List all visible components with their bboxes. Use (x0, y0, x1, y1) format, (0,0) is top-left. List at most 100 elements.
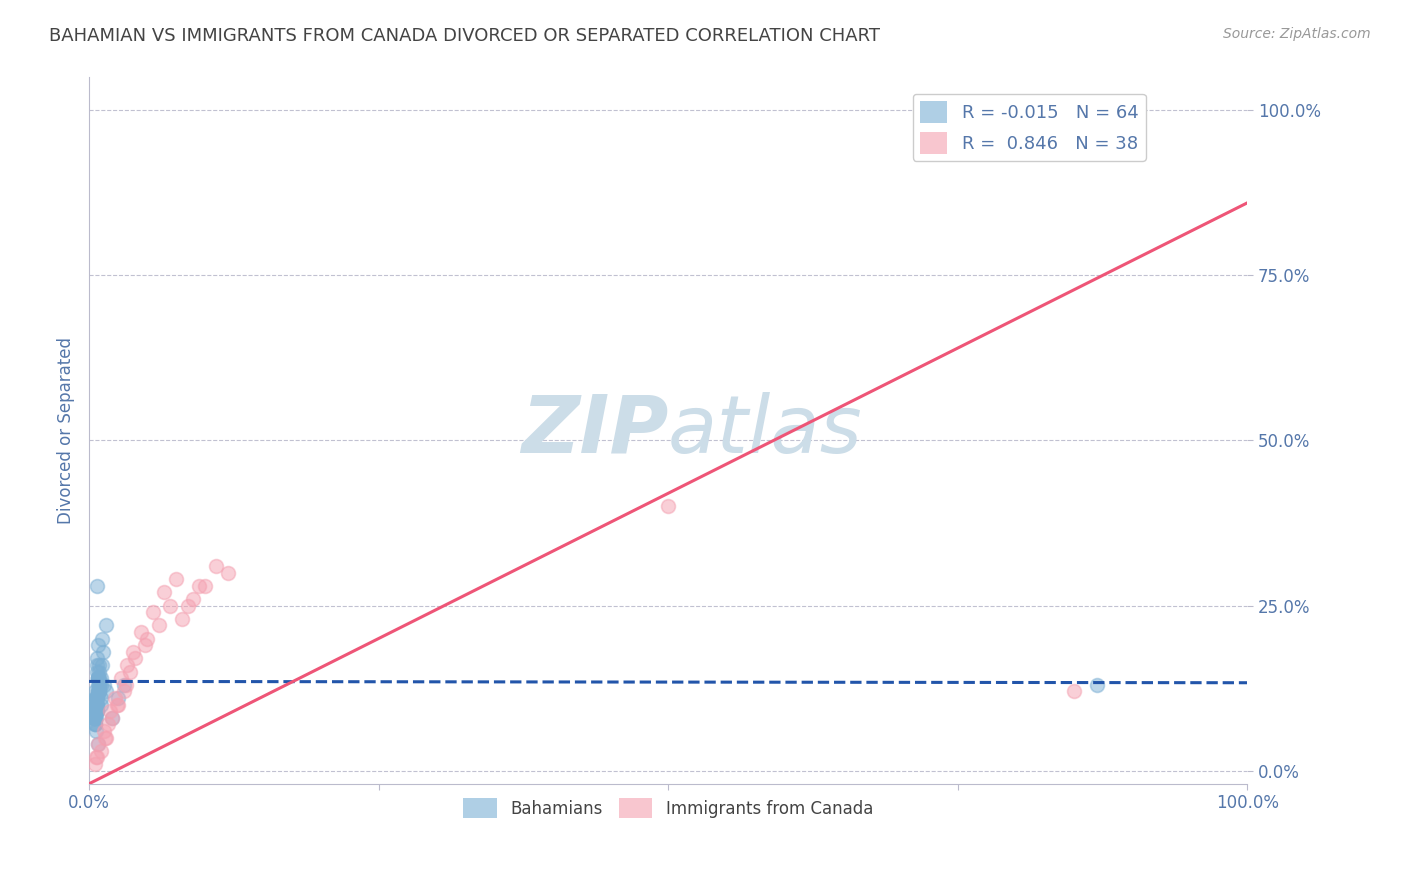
Point (122, 645, 145, 659)
Point (83, 717, 105, 731)
Point (188, 579, 211, 593)
Point (90, 744, 112, 758)
Point (98, 704, 121, 718)
Point (87, 671, 110, 685)
Point (101, 711, 124, 725)
Point (96, 618, 118, 632)
Point (90, 690, 112, 705)
Point (84, 698, 107, 712)
Point (176, 599, 198, 613)
Point (142, 605, 165, 619)
Point (170, 612, 193, 626)
Point (89, 684, 111, 698)
Legend: Bahamians, Immigrants from Canada: Bahamians, Immigrants from Canada (457, 791, 880, 825)
Point (90, 657, 112, 672)
Point (96, 731, 118, 745)
Point (97, 717, 120, 731)
Point (93, 678, 115, 692)
Point (90, 698, 112, 712)
Point (117, 657, 139, 672)
Point (86, 657, 108, 672)
Point (112, 684, 135, 698)
Point (86, 704, 108, 718)
Point (86, 690, 108, 705)
Point (87, 684, 110, 698)
Point (83, 704, 105, 718)
Point (1063, 684, 1085, 698)
Point (84, 704, 107, 718)
Point (89, 678, 111, 692)
Point (90, 678, 112, 692)
Point (115, 678, 138, 692)
Point (657, 500, 679, 514)
Point (101, 711, 124, 725)
Point (90, 632, 112, 646)
Point (83, 711, 105, 725)
Point (89, 665, 111, 679)
Point (86, 698, 108, 712)
Point (84, 750, 107, 764)
Point (83, 684, 105, 698)
Point (129, 624, 152, 639)
Point (107, 698, 129, 712)
Point (103, 690, 125, 705)
Point (86, 750, 108, 764)
Point (217, 566, 239, 580)
Point (86, 665, 108, 679)
Point (1085, 678, 1108, 692)
Point (86, 690, 108, 705)
Point (205, 558, 228, 573)
Point (83, 711, 105, 725)
Point (136, 632, 159, 646)
Point (87, 671, 110, 685)
Point (153, 585, 176, 599)
Point (84, 690, 107, 705)
Point (91, 645, 114, 659)
Point (83, 756, 105, 771)
Point (96, 684, 118, 698)
Point (86, 579, 108, 593)
Point (87, 737, 110, 751)
Point (89, 671, 111, 685)
Point (86, 698, 108, 712)
Point (181, 591, 204, 606)
Point (83, 690, 105, 705)
Point (194, 579, 217, 593)
Point (105, 698, 128, 712)
Point (89, 684, 111, 698)
Point (84, 723, 107, 738)
Point (83, 711, 105, 725)
Point (159, 599, 181, 613)
Point (83, 711, 105, 725)
Point (89, 657, 111, 672)
Text: BAHAMIAN VS IMMIGRANTS FROM CANADA DIVORCED OR SEPARATED CORRELATION CHART: BAHAMIAN VS IMMIGRANTS FROM CANADA DIVOR… (49, 27, 880, 45)
Point (86, 704, 108, 718)
Point (87, 638, 110, 652)
Text: atlas: atlas (668, 392, 863, 469)
Point (118, 665, 141, 679)
Y-axis label: Divorced or Separated: Divorced or Separated (58, 337, 75, 524)
Point (84, 698, 107, 712)
Point (86, 704, 108, 718)
Point (87, 678, 110, 692)
Point (148, 618, 170, 632)
Point (84, 711, 107, 725)
Point (86, 651, 108, 665)
Point (134, 638, 156, 652)
Point (89, 684, 111, 698)
Point (84, 690, 107, 705)
Point (124, 651, 146, 665)
Point (89, 678, 111, 692)
Text: Source: ZipAtlas.com: Source: ZipAtlas.com (1223, 27, 1371, 41)
Point (87, 737, 110, 751)
Text: ZIP: ZIP (520, 392, 668, 469)
Point (83, 717, 105, 731)
Point (87, 684, 110, 698)
Point (90, 671, 112, 685)
Point (84, 704, 107, 718)
Point (89, 684, 111, 698)
Point (87, 671, 110, 685)
Point (110, 671, 132, 685)
Point (83, 717, 105, 731)
Point (107, 690, 129, 705)
